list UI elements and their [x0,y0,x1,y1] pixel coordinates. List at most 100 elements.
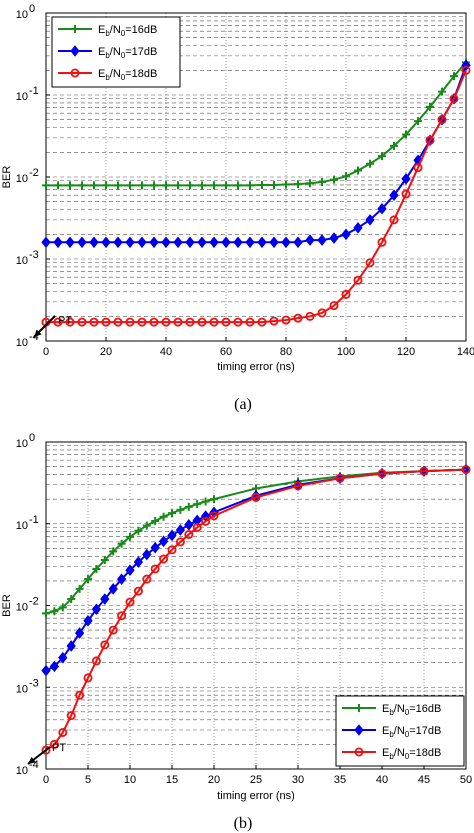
data-point [197,236,207,249]
data-point [173,236,183,249]
legend-marker [70,45,80,57]
data-point [306,179,314,188]
data-point [425,135,435,145]
pt-annotation: PT [58,315,72,327]
data-point [101,317,111,327]
data-point [281,236,291,249]
data-point [335,473,345,483]
x-tick-label: 5 [85,774,91,786]
data-point [58,727,68,737]
data-point [65,317,75,327]
data-point [167,529,177,542]
data-point [377,202,387,215]
data-point [210,495,218,504]
data-point [159,554,169,564]
x-tick-label: 140 [457,346,474,358]
data-point [329,301,339,311]
data-point [245,236,255,249]
data-point [198,181,206,190]
data-point [142,521,151,530]
data-point [389,189,399,201]
data-point [184,519,194,531]
data-point [269,316,279,326]
data-point [173,317,183,327]
y-tick-exponent: -4 [29,759,39,771]
data-point [150,564,160,574]
y-tick-label: 10 [16,438,28,450]
data-point [389,215,399,225]
data-point [100,640,110,650]
x-tick-label: 120 [397,346,415,358]
y-tick-exponent: -3 [29,249,39,261]
y-tick-exponent: -1 [29,85,39,97]
y-tick-label: 10 [16,337,28,349]
data-point [210,181,218,190]
data-point [257,317,267,327]
data-point [113,317,123,327]
x-tick-label: 15 [166,774,178,786]
data-point [133,586,143,596]
data-point [282,180,290,189]
data-point [66,711,76,721]
data-point [175,524,186,536]
x-tick-label: 40 [376,774,388,786]
data-point [174,181,182,190]
caption-a: (a) [234,396,252,413]
data-point [117,611,127,621]
data-point [246,181,254,190]
data-point [365,214,375,226]
data-point [413,163,423,173]
data-point [125,317,135,327]
legend-marker [354,724,364,736]
data-point [108,583,118,595]
data-point [102,181,110,190]
data-point [245,317,255,327]
data-point [329,232,339,244]
y-tick-label: 10 [16,91,28,103]
data-point [293,481,303,491]
series-line [45,468,467,751]
data-point [402,130,410,139]
data-point [149,317,159,327]
data-point [293,313,303,323]
data-point [65,236,75,249]
data-point [342,172,350,181]
data-point [341,228,351,241]
data-point [222,181,230,190]
data-point [100,556,109,565]
data-point [133,556,144,568]
data-point [142,548,152,561]
legend-marker [354,747,364,757]
x-tick-label: 100 [337,346,355,358]
data-point [257,236,267,249]
data-point [168,509,176,518]
data-point [414,117,422,126]
data-point [113,236,123,249]
data-point [89,236,99,249]
data-point [42,609,50,618]
y-axis-label: BER [1,166,13,189]
data-point [41,664,51,677]
x-tick-label: 25 [250,774,262,786]
x-tick-label: 35 [334,774,346,786]
data-point [197,317,207,327]
data-point [251,492,261,502]
y-tick-exponent: -2 [29,167,39,179]
x-axis-label: timing error (ns) [217,790,295,802]
data-point [461,465,471,475]
data-point [161,236,171,249]
data-point [401,173,411,185]
data-point [149,236,159,249]
legend-entry: Eb/N0=17dB [382,725,441,739]
data-point [366,159,374,168]
data-point [117,539,126,548]
data-point [75,690,85,700]
data-point [233,236,243,249]
grid [45,13,467,342]
data-point [377,469,387,479]
data-point [233,317,243,327]
data-point [201,497,210,506]
data-point [186,181,194,190]
legend-entry: Eb/N0=17dB [98,46,157,60]
